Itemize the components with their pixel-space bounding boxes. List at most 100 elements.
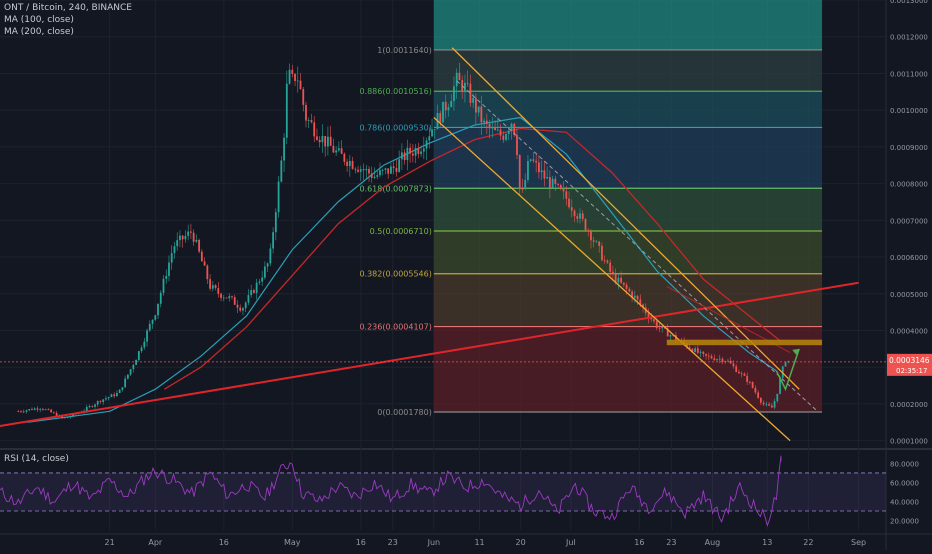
candle-body: [31, 409, 33, 410]
candle-body: [274, 212, 277, 233]
candle-body: [211, 285, 214, 289]
candle-body: [373, 176, 376, 178]
candle-body: [754, 387, 757, 393]
ma100-legend[interactable]: MA (100, close): [4, 15, 74, 25]
price-tag-countdown: 02:35:17: [896, 367, 927, 375]
time-tick-label: Jun: [427, 538, 441, 547]
candle-body: [233, 297, 236, 305]
candle-body: [332, 145, 335, 153]
candle-body: [442, 101, 444, 123]
candle-body: [655, 321, 658, 328]
candle-body: [55, 412, 58, 417]
candle-body: [258, 281, 261, 283]
candle-body: [302, 89, 305, 105]
candle-body: [165, 275, 168, 279]
candle-body: [773, 401, 776, 408]
candle-body: [346, 161, 348, 167]
rsi-legend: RSI (14, close): [4, 454, 69, 464]
candle-body: [96, 401, 99, 405]
fib-level-label: 0.236(0.0004107): [359, 323, 431, 332]
candle-body: [200, 251, 203, 262]
candle-body: [261, 277, 264, 282]
candle-body: [768, 403, 770, 406]
candle-body: [362, 169, 365, 171]
candle-body: [713, 358, 716, 361]
fib-level-label: 0.618(0.0007873): [359, 184, 431, 193]
candle-body: [154, 315, 157, 320]
fib-level-label: 0.382(0.0005546): [359, 270, 431, 279]
rsi-tick-label: 60.0000: [890, 479, 919, 487]
candle-body: [50, 409, 53, 413]
candle-body: [480, 106, 483, 123]
price-tick-label: 0.0008000: [890, 181, 928, 189]
candle-body: [327, 136, 329, 147]
time-tick-label: Sep: [851, 538, 866, 547]
candle-body: [477, 106, 480, 113]
candle-body: [272, 232, 275, 249]
candle-body: [425, 140, 428, 149]
candle-body: [770, 405, 773, 408]
candle-body: [759, 397, 762, 403]
candle-body: [318, 139, 321, 143]
candle-body: [305, 104, 307, 121]
channel-lower-line: [433, 117, 791, 442]
candle-body: [242, 308, 244, 311]
chart-title: ONT / Bitcoin, 240, BINANCE: [4, 3, 132, 13]
candle-body: [727, 360, 729, 362]
time-tick-label: 16: [634, 538, 644, 547]
candle-body: [611, 271, 614, 274]
candle-body: [527, 160, 529, 180]
candle-body: [636, 295, 639, 300]
candle-body: [551, 178, 554, 188]
candle-body: [688, 347, 691, 349]
candle-body: [244, 302, 247, 309]
candle-body: [562, 189, 565, 192]
candle-body: [409, 147, 412, 154]
candle-body: [354, 168, 357, 170]
candle-body: [422, 148, 425, 152]
candle-body: [414, 148, 417, 156]
candle-body: [746, 375, 749, 382]
candle-body: [433, 129, 436, 131]
candle-body: [173, 246, 176, 254]
price-tick-label: 0.0001000: [890, 438, 928, 446]
candle-body: [573, 210, 576, 217]
ma200-legend[interactable]: MA (200, close): [4, 27, 74, 37]
fib-level-label: 0.5(0.0006710): [370, 227, 432, 236]
candle-body: [453, 86, 455, 102]
candle-body: [159, 292, 162, 304]
candle-body: [66, 417, 69, 419]
price-tick-label: 0.0013000: [890, 0, 928, 5]
candle-body: [143, 341, 146, 348]
candle-body: [126, 374, 129, 379]
candle-body: [702, 351, 705, 354]
price-tick-label: 0.0004000: [890, 327, 928, 335]
candle-body: [198, 239, 201, 252]
candle-body: [22, 411, 25, 413]
candle-body: [357, 169, 359, 172]
candle-body: [458, 72, 461, 81]
candle-body: [718, 358, 721, 360]
candle-body: [491, 127, 494, 129]
rsi-tick-label: 40.0000: [890, 498, 919, 506]
time-tick-label: 16: [356, 538, 366, 547]
candle-body: [277, 181, 280, 213]
time-tick-label: 16: [219, 538, 229, 547]
candle-body: [694, 348, 696, 352]
fib-zone-top: [433, 0, 823, 50]
candle-body: [450, 101, 453, 108]
candle-body: [255, 282, 258, 293]
candle-body: [335, 150, 338, 153]
candle-body: [280, 160, 283, 182]
fib-zone: [433, 127, 823, 189]
candle-body: [721, 358, 724, 362]
candle-body: [431, 129, 433, 137]
candle-body: [579, 213, 581, 219]
candle-body: [288, 69, 291, 84]
candle-body: [340, 148, 343, 154]
candle-body: [69, 416, 72, 418]
candle-body: [121, 387, 124, 390]
candle-body: [779, 377, 781, 394]
